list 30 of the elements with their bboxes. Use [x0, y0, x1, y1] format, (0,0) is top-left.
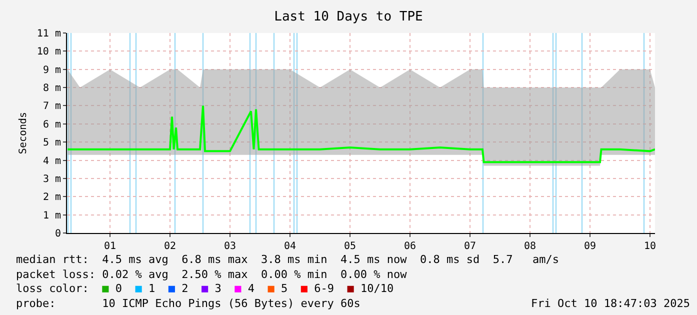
y-tick-label: 1 m	[42, 210, 61, 222]
text: probe: 10 ICMP Echo Pings (56 Bytes) every 60s	[16, 297, 360, 310]
x-tick-label: 05	[344, 241, 356, 252]
x-tick-label: 10	[644, 241, 656, 252]
y-tick-label: 3 m	[42, 174, 61, 185]
text: loss color: ■ 0 ■ 1 ■ 2 ■ 3 ■ 4 ■ 5 ■ 6-9 ■ 10/10	[16, 282, 394, 295]
y-axis-title: Seconds	[18, 112, 29, 154]
y-tick-label: 0	[54, 228, 61, 240]
x-tick-label: 08	[524, 241, 536, 252]
x-tick-label: 04	[284, 241, 296, 252]
x-tick-label: 09	[584, 241, 596, 252]
y-tick-label: 5 m	[42, 138, 61, 149]
x-tick-label: 07	[464, 241, 476, 252]
y-tick-label: 10 m	[36, 46, 61, 58]
chart-title: Last 10 Days to TPE	[274, 10, 423, 25]
x-tick-label: 02	[164, 241, 176, 252]
y-tick-label: 2 m	[42, 192, 61, 204]
x-tick-label: 03	[224, 241, 236, 252]
text: median rtt: 4.5 ms avg 6.8 ms max 3.8 ms min 4.5 ms now 0.8 ms sd 5.7 am/s	[16, 253, 560, 266]
text: packet loss: 0.02 % avg 2.50 % max 0.00 % min 0.00 % now	[16, 268, 408, 281]
y-tick-label: 8 m	[42, 83, 61, 94]
x-tick-label: 01	[104, 241, 116, 252]
y-tick-label: 9 m	[42, 64, 61, 76]
y-tick-label: 7 m	[42, 101, 61, 112]
text: Fri Oct 10 18:47:03 2025	[531, 297, 690, 310]
x-tick-label: 06	[404, 241, 416, 252]
y-tick-label: 6 m	[42, 119, 61, 130]
y-tick-label: 4 m	[42, 156, 61, 167]
y-tick-label: 11 m	[36, 28, 61, 40]
line-series	[67, 104, 655, 164]
